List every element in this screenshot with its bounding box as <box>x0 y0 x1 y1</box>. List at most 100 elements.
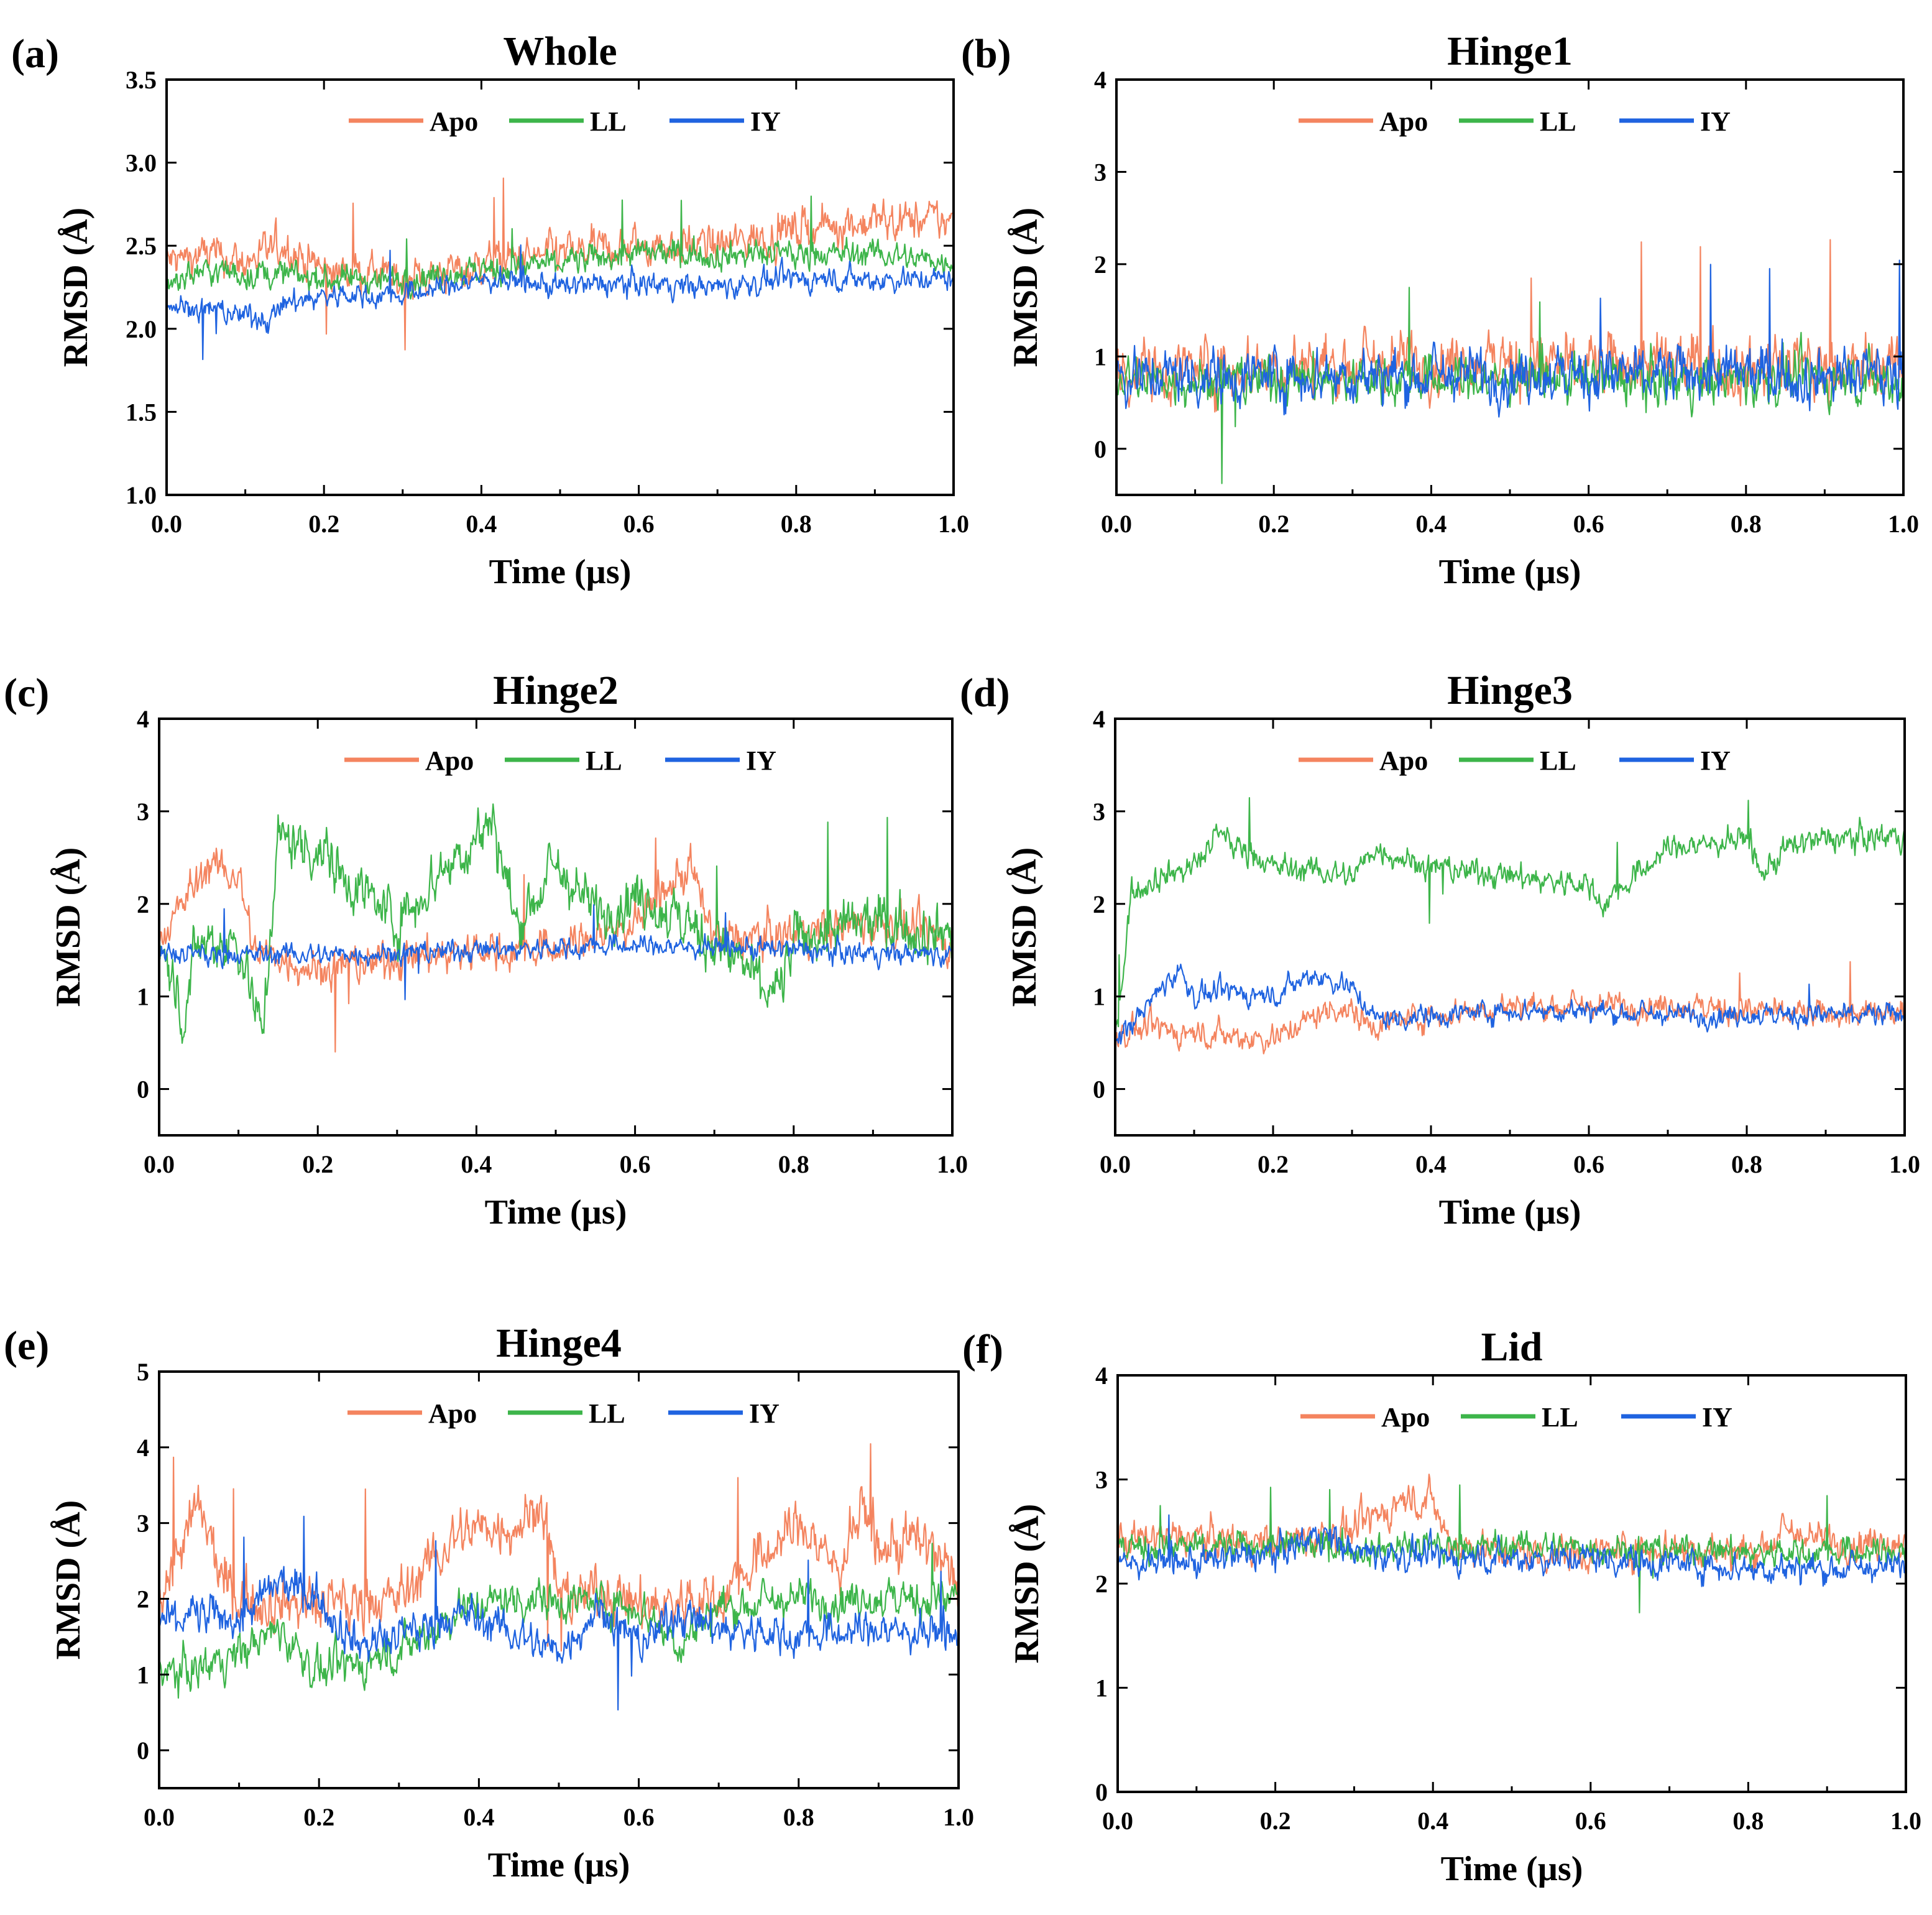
y-tick-label: 0 <box>1095 1778 1108 1806</box>
panel-hinge1: 0.0 0.2 0.4 0.6 0.8 1.0 0 1 2 3 4 Time (µs) RMSD (Å)… <box>961 29 1919 591</box>
y-tick-label: 0 <box>137 1076 149 1104</box>
x-tick-label: 1.0 <box>937 1150 968 1178</box>
x-axis-label: Time (µs) <box>1441 1850 1583 1888</box>
y-tick-label: 1 <box>137 1661 149 1689</box>
legend-label-ll: LL <box>1542 1402 1578 1433</box>
x-tick-label: 0.6 <box>1573 1150 1604 1178</box>
series-line-iy <box>1115 963 1905 1045</box>
x-tick-label: 0.6 <box>623 510 655 538</box>
panel-letter: (e) <box>4 1323 49 1368</box>
series-line-iy <box>1118 1514 1906 1587</box>
series-line-apo <box>159 1443 959 1652</box>
legend-label-iy: IY <box>1700 745 1731 776</box>
panel-letter: (b) <box>961 31 1011 76</box>
legend-label-ll: LL <box>1540 106 1576 137</box>
y-tick-label: 4 <box>137 705 149 733</box>
y-tick-label: 3 <box>137 798 149 826</box>
x-tick-label: 1.0 <box>1888 510 1919 538</box>
legend-label-ll: LL <box>590 106 627 137</box>
y-tick-label: 3.0 <box>126 149 157 177</box>
y-tick-label: 2 <box>1094 251 1106 279</box>
y-tick-label: 3.5 <box>126 66 157 94</box>
panel-title: Hinge4 <box>496 1321 622 1366</box>
y-axis-label: RMSD (Å) <box>1005 847 1044 1007</box>
x-tick-label: 0.4 <box>466 510 497 538</box>
plot-frame <box>1115 78 1905 496</box>
y-tick-label: 2 <box>1095 1570 1108 1598</box>
legend-label-apo: Apo <box>425 745 474 776</box>
panel-letter: (a) <box>11 31 59 76</box>
legend-label-iy: IY <box>749 1398 780 1429</box>
x-tick-label: 0.8 <box>1731 1150 1762 1178</box>
x-tick-label: 0.0 <box>1100 1150 1131 1178</box>
legend-label-iy: IY <box>1702 1402 1732 1433</box>
x-axis-label: Time (µs) <box>1439 1193 1581 1232</box>
y-tick-label: 4 <box>137 1434 149 1462</box>
y-tick-label: 0 <box>137 1737 149 1765</box>
legend-label-iy: IY <box>750 106 781 137</box>
y-axis-label: RMSD (Å) <box>49 1500 88 1660</box>
y-tick-label: 1 <box>1095 1674 1108 1702</box>
series-line-ll <box>167 195 954 300</box>
series-line-iy <box>167 244 954 361</box>
y-tick-label: 3 <box>137 1510 149 1538</box>
series-line-ll <box>159 803 952 1044</box>
y-tick-label: 1 <box>1093 983 1105 1011</box>
y-tick-label: 4 <box>1095 1362 1108 1390</box>
plot-frame <box>158 718 954 1137</box>
legend-label-apo: Apo <box>1379 106 1428 137</box>
x-tick-label: 0.6 <box>1573 510 1604 538</box>
x-tick-label: 0.6 <box>1575 1807 1606 1835</box>
legend-label-ll: LL <box>1540 745 1576 776</box>
y-tick-label: 0 <box>1094 435 1106 463</box>
x-axis-label: Time (µs) <box>485 1193 627 1232</box>
x-tick-label: 0.2 <box>1260 1807 1291 1835</box>
legend-label-iy: IY <box>1700 106 1731 137</box>
panel-title: Hinge3 <box>1447 668 1573 713</box>
y-tick-label: 5 <box>137 1358 149 1386</box>
plot-frame <box>1114 718 1906 1137</box>
series-line-apo <box>167 177 954 351</box>
panel-title: Whole <box>503 29 617 74</box>
series-line-ll <box>1116 287 1903 484</box>
series-line-iy <box>1116 259 1903 418</box>
x-tick-label: 0.0 <box>144 1803 175 1831</box>
x-tick-label: 0.0 <box>144 1150 175 1178</box>
y-tick-label: 0 <box>1093 1076 1105 1104</box>
y-tick-label: 3 <box>1094 158 1106 186</box>
legend-label-apo: Apo <box>430 106 478 137</box>
panel-letter: (f) <box>962 1327 1003 1372</box>
y-tick-label: 2 <box>1093 890 1105 918</box>
x-tick-label: 1.0 <box>938 510 969 538</box>
y-tick-label: 3 <box>1093 798 1105 826</box>
legend-label-ll: LL <box>586 745 622 776</box>
legend-label-apo: Apo <box>1379 745 1428 776</box>
panel-hinge3: 0.0 0.2 0.4 0.6 0.8 1.0 0 1 2 3 4 Time (µs) RMSD (Å)… <box>960 668 1920 1232</box>
plot-frame <box>1116 1374 1907 1793</box>
y-tick-label: 1.5 <box>126 398 157 426</box>
y-tick-label: 4 <box>1093 705 1105 733</box>
y-tick-label: 4 <box>1094 66 1106 94</box>
x-tick-label: 0.2 <box>308 510 339 538</box>
legend-label-apo: Apo <box>1381 1402 1430 1433</box>
x-tick-label: 0.2 <box>302 1150 333 1178</box>
y-tick-label: 2 <box>137 890 149 918</box>
y-tick-label: 1 <box>137 983 149 1011</box>
x-axis-label: Time (µs) <box>488 1846 630 1885</box>
panel-letter: (d) <box>960 670 1010 716</box>
y-tick-label: 2.0 <box>126 315 157 343</box>
y-axis-label: RMSD (Å) <box>57 208 95 367</box>
y-tick-label: 2.5 <box>126 232 157 260</box>
panel-hinge4: 0.0 0.2 0.4 0.6 0.8 1.0 0 1 2 3 4 5 Time (µs) RMSD (Å… <box>4 1321 974 1885</box>
x-tick-label: 0.8 <box>778 1150 809 1178</box>
x-tick-label: 0.8 <box>783 1803 814 1831</box>
panel-lid: 0.0 0.2 0.4 0.6 0.8 1.0 0 1 2 3 4 Time (µs) RMSD (Å)… <box>962 1324 1921 1888</box>
series-line-iy <box>159 904 952 1000</box>
series-line-apo <box>1115 961 1905 1054</box>
x-tick-label: 0.6 <box>620 1150 651 1178</box>
x-axis-label: Time (µs) <box>1439 553 1581 591</box>
panel-hinge2: 0.0 0.2 0.4 0.6 0.8 1.0 0 1 2 3 4 Time (µs) RMSD (Å)… <box>4 668 968 1232</box>
panel-whole: 0.0 0.2 0.4 0.6 0.8 1.0 1.0 1.5 2.0 2.5 3.0 3.5 Time… <box>11 29 969 591</box>
x-tick-label: 0.8 <box>1731 510 1762 538</box>
